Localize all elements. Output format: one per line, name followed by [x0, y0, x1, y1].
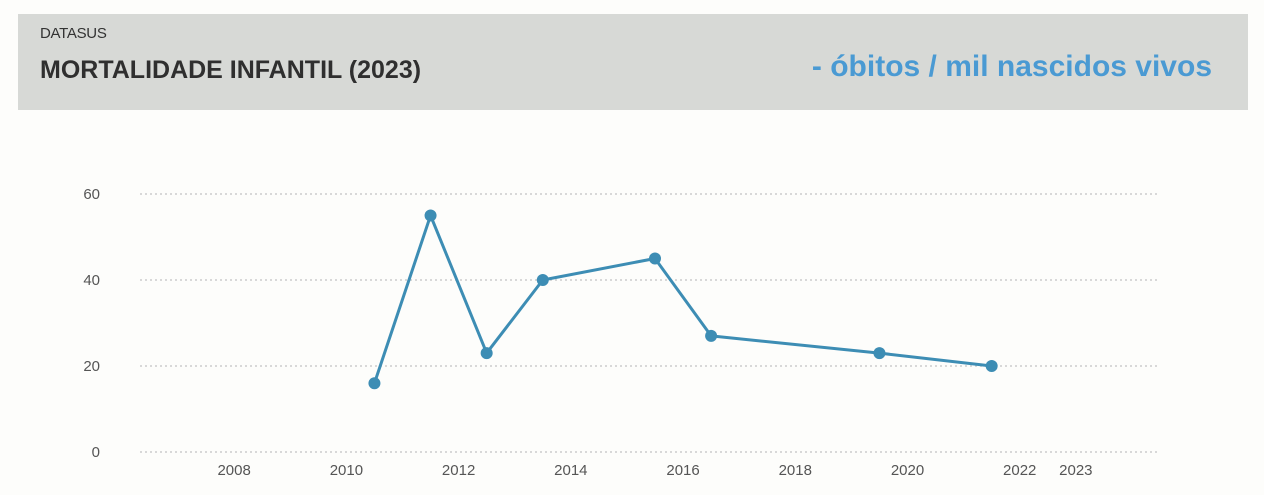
data-point [873, 347, 886, 360]
x-tick-label: 2022 [1003, 462, 1036, 479]
x-tick-label: 2020 [891, 462, 924, 479]
y-axis: 0 20 40 60 [83, 186, 100, 461]
data-point [985, 360, 998, 372]
source-label: DATASUS [40, 25, 107, 42]
chart-header: DATASUS MORTALIDADE INFANTIL (2023) - ób… [18, 14, 1248, 110]
x-tick-label: 2014 [554, 462, 587, 479]
y-tick-label: 60 [83, 186, 100, 203]
data-point [480, 347, 493, 360]
data-point [424, 209, 437, 222]
unit-subtitle: - óbitos / mil nascidos vivos [811, 50, 1212, 83]
series-group [368, 209, 998, 390]
gridlines [140, 193, 1160, 453]
data-point [705, 329, 718, 342]
y-tick-label: 20 [83, 358, 100, 375]
x-tick-label: 2023 [1059, 462, 1092, 479]
x-tick-label: 2018 [779, 462, 812, 479]
data-point [368, 377, 381, 390]
y-tick-label: 0 [92, 444, 100, 461]
x-tick-label: 2016 [666, 462, 699, 479]
x-tick-label: 2008 [217, 462, 250, 479]
x-axis: 2008 2010 2012 2014 2016 2018 2020 2022 2023 [217, 462, 1092, 479]
chart-title: MORTALIDADE INFANTIL (2023) [40, 56, 422, 84]
series-line [373, 214, 992, 384]
x-tick-label: 2012 [442, 462, 475, 479]
x-tick-label: 2010 [330, 462, 363, 479]
data-point [649, 252, 661, 265]
data-point [536, 274, 549, 286]
y-tick-label: 40 [83, 272, 100, 289]
